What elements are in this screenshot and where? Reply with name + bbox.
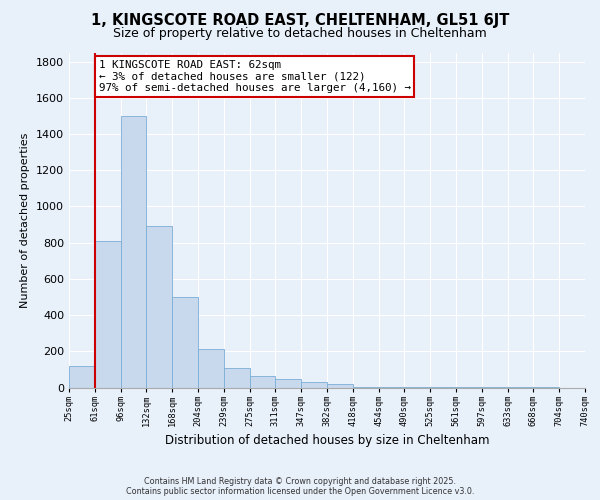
Bar xyxy=(327,384,353,388)
Text: Size of property relative to detached houses in Cheltenham: Size of property relative to detached ho… xyxy=(113,28,487,40)
Text: 1 KINGSCOTE ROAD EAST: 62sqm
← 3% of detached houses are smaller (122)
97% of se: 1 KINGSCOTE ROAD EAST: 62sqm ← 3% of det… xyxy=(98,60,410,93)
Bar xyxy=(224,368,250,388)
Text: 1, KINGSCOTE ROAD EAST, CHELTENHAM, GL51 6JT: 1, KINGSCOTE ROAD EAST, CHELTENHAM, GL51… xyxy=(91,12,509,28)
Text: Contains HM Land Registry data © Crown copyright and database right 2025.
Contai: Contains HM Land Registry data © Crown c… xyxy=(126,476,474,496)
Bar xyxy=(69,366,95,388)
Y-axis label: Number of detached properties: Number of detached properties xyxy=(20,132,31,308)
Bar xyxy=(95,241,121,388)
Bar xyxy=(172,297,198,388)
Bar xyxy=(250,376,275,388)
Bar xyxy=(146,226,172,388)
Bar xyxy=(275,380,301,388)
X-axis label: Distribution of detached houses by size in Cheltenham: Distribution of detached houses by size … xyxy=(165,434,489,448)
Bar xyxy=(353,386,379,388)
Bar xyxy=(121,116,146,388)
Bar xyxy=(301,382,327,388)
Bar xyxy=(198,350,224,388)
